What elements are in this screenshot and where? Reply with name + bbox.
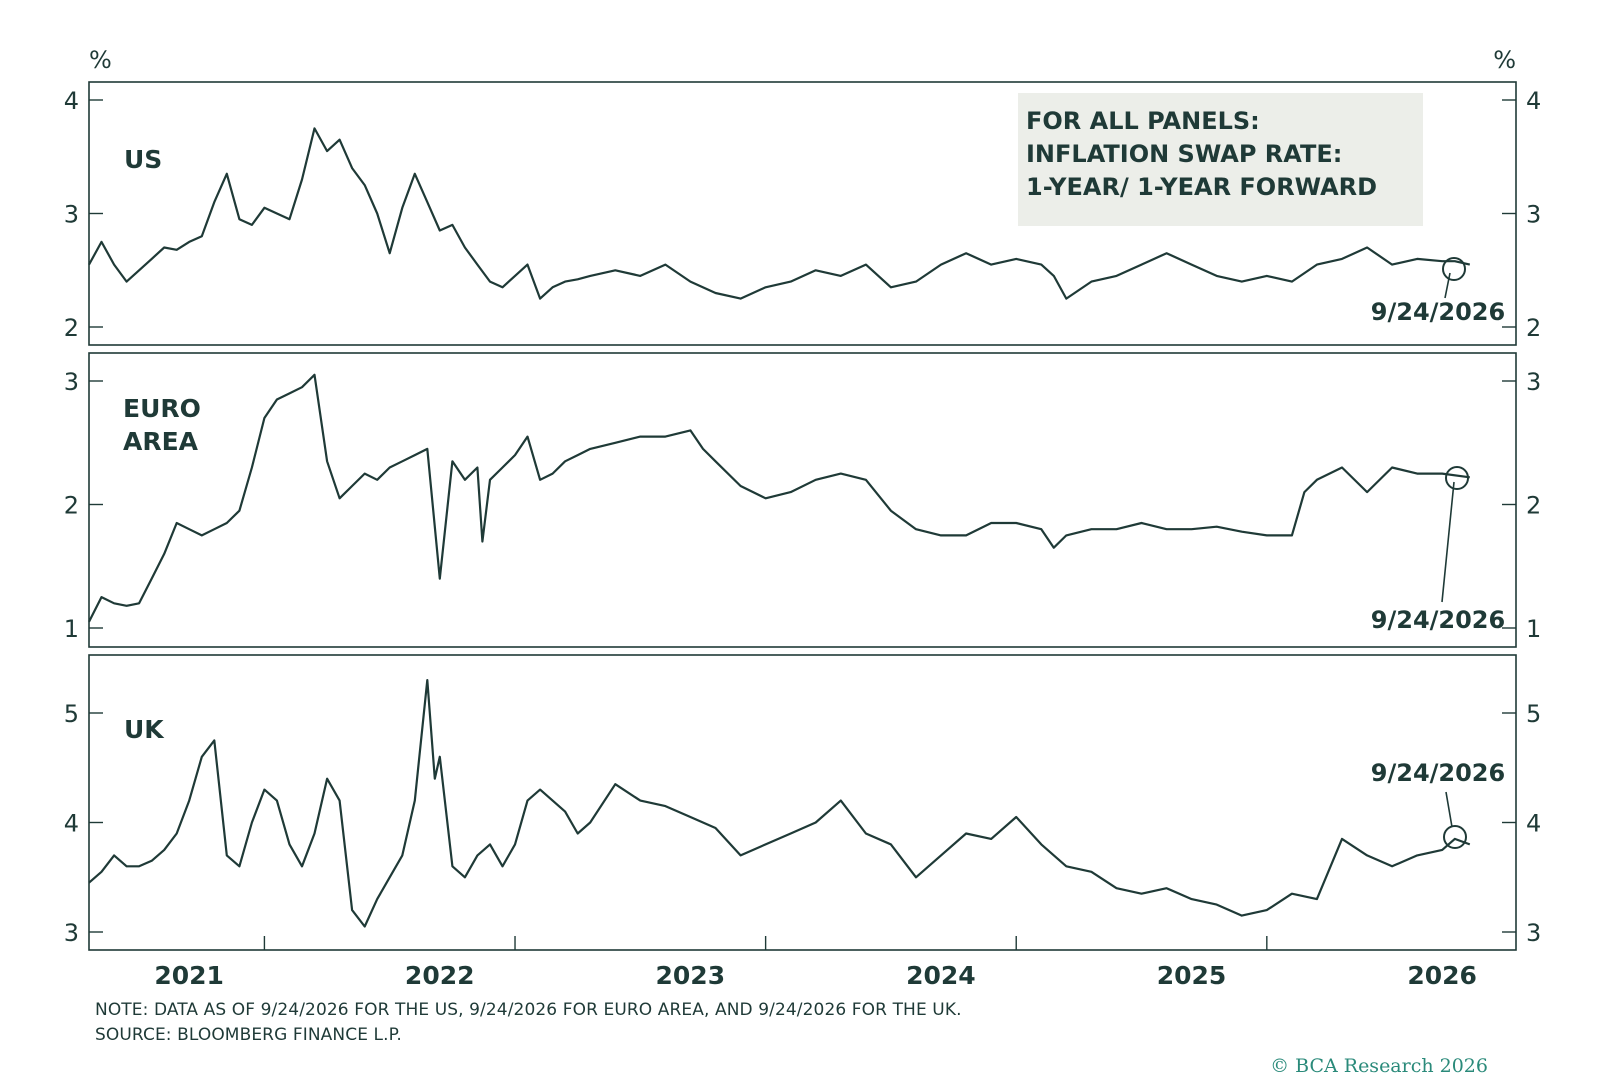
y-tick-label-right: 4 <box>1526 87 1541 115</box>
legend-line-2: INFLATION SWAP RATE: <box>1026 140 1343 168</box>
x-tick-label: 2023 <box>656 961 726 990</box>
end-point-circle <box>1445 466 1469 490</box>
end-point-circle <box>1442 257 1466 281</box>
y-tick-label-right: 2 <box>1526 314 1541 342</box>
series-line-euro-area <box>88 373 1470 623</box>
panel-frame <box>88 352 1517 648</box>
y-tick-label-left: 5 <box>64 700 79 728</box>
series-line-us <box>88 127 1471 300</box>
y-tick-label-right: 1 <box>1526 615 1541 643</box>
y-tick-label-right: 3 <box>1526 368 1541 396</box>
x-tick-label: 2026 <box>1407 961 1477 990</box>
y-tick-label-left: 3 <box>64 368 79 396</box>
legend-line-1: FOR ALL PANELS: <box>1026 107 1260 135</box>
y-tick-label-right: 4 <box>1526 810 1541 838</box>
panel-uk: 3 3 4 4 5 5 UK 9/24/2026 2021 2022 2023 2024 2025 202… <box>64 654 1541 990</box>
y-tick-label-left: 4 <box>64 87 79 115</box>
legend-line-3: 1-YEAR/ 1-YEAR FORWARD <box>1026 173 1378 201</box>
y-tick-label-left: 2 <box>64 314 79 342</box>
y-tick-label-right: 3 <box>1526 919 1541 947</box>
panel-label: AREA <box>123 427 199 456</box>
y-tick-label-right: 2 <box>1526 492 1541 520</box>
annotation-leader <box>1444 272 1451 299</box>
y-tick-label-left: 3 <box>64 201 79 229</box>
y-unit-label-left: % <box>89 46 112 74</box>
panel-label: EURO <box>123 394 201 423</box>
y-tick-label-left: 3 <box>64 919 79 947</box>
end-date-annotation: 9/24/2026 <box>1371 298 1505 326</box>
x-tick-label: 2021 <box>154 961 224 990</box>
footer-source: SOURCE: BLOOMBERG FINANCE L.P. <box>95 1025 402 1045</box>
x-tick-label: 2025 <box>1157 961 1227 990</box>
y-tick-label-right: 5 <box>1526 700 1541 728</box>
y-unit-label-right: % <box>1493 46 1516 74</box>
copyright-label: © BCA Research 2026 <box>1270 1055 1488 1077</box>
y-tick-label-left: 2 <box>64 492 79 520</box>
annotation-leader <box>1445 791 1453 828</box>
x-tick-label: 2024 <box>906 961 976 990</box>
y-tick-label-right: 3 <box>1526 201 1541 229</box>
legend-box: FOR ALL PANELS: INFLATION SWAP RATE: 1-Y… <box>1018 93 1423 226</box>
y-tick-label-left: 4 <box>64 810 79 838</box>
end-point-circle <box>1443 825 1467 849</box>
panel-label: UK <box>124 715 165 744</box>
x-tick-label: 2022 <box>405 961 475 990</box>
end-date-annotation: 9/24/2026 <box>1371 759 1505 787</box>
y-tick-label-left: 1 <box>64 615 79 643</box>
footer-note: NOTE: DATA AS OF 9/24/2026 FOR THE US, 9… <box>95 1000 962 1020</box>
panel-frame <box>88 654 1517 951</box>
panel-euro-area: 1 1 2 2 3 3 EURO AREA 9/24/2026 <box>64 352 1541 648</box>
end-date-annotation: 9/24/2026 <box>1371 606 1505 634</box>
panel-label: US <box>124 145 162 174</box>
series-line-uk <box>88 678 1471 928</box>
annotation-leader <box>1441 481 1455 603</box>
panel-us: 2 2 3 3 4 4% % US 9/24/2026 <box>64 46 1541 346</box>
